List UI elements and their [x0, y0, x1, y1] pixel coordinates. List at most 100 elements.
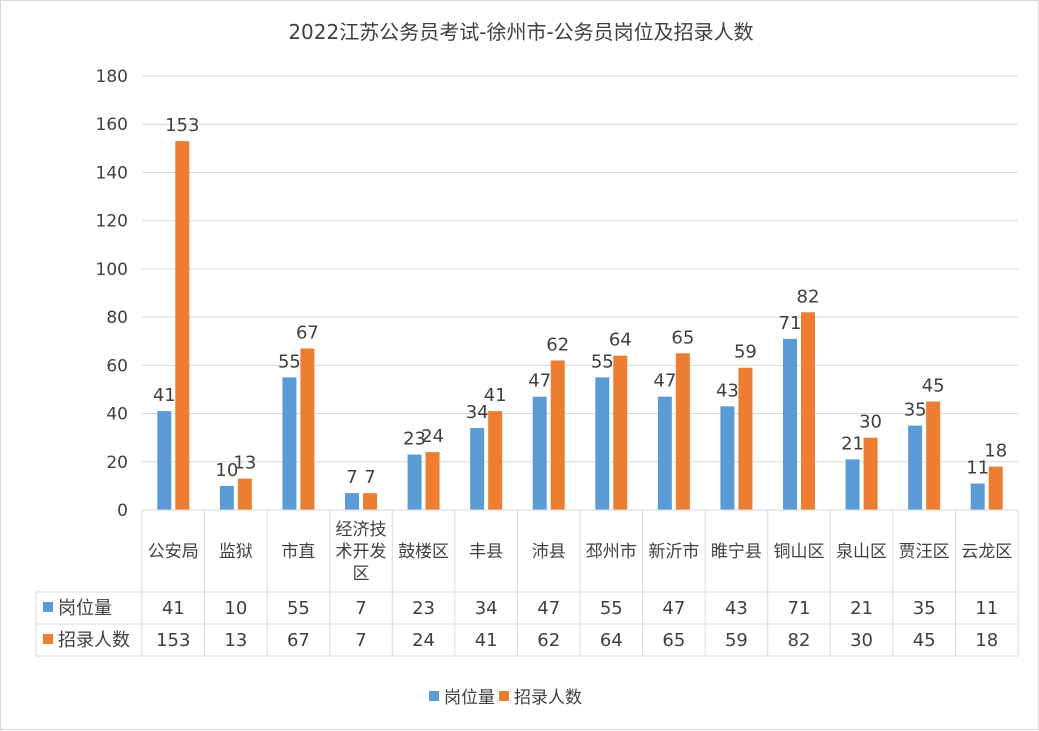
category-label: 睢宁县	[711, 542, 762, 562]
data-label: 62	[546, 335, 569, 356]
legend-label: 岗位量	[444, 688, 495, 708]
legend: 岗位量 招录人数	[429, 688, 582, 708]
bar-positions	[470, 428, 485, 510]
y-tick-label: 40	[106, 405, 128, 425]
data-label: 55	[591, 351, 614, 372]
y-tick-label: 100	[96, 260, 128, 280]
bar-positions	[282, 377, 297, 510]
table-cell: 7	[355, 630, 366, 651]
bar-positions	[407, 454, 422, 510]
y-tick-label: 80	[106, 308, 128, 328]
y-tick-label: 0	[117, 501, 128, 521]
data-label: 7	[346, 467, 357, 488]
data-label: 47	[528, 371, 551, 392]
bar-recruits	[488, 411, 503, 510]
table-cell: 18	[975, 630, 998, 651]
data-label: 24	[421, 426, 444, 447]
data-label: 34	[466, 402, 489, 423]
table-legend-key	[43, 602, 53, 612]
data-label: 153	[165, 115, 199, 136]
bar-recruits	[363, 493, 377, 510]
category-label: 丰县	[469, 542, 503, 562]
y-tick-label: 20	[106, 453, 128, 473]
table-cell: 34	[475, 598, 498, 619]
bar-recruits	[175, 141, 190, 510]
data-label: 13	[233, 453, 256, 474]
table-cell: 64	[600, 630, 623, 651]
bar-positions	[532, 396, 547, 510]
table-cell: 153	[156, 630, 190, 651]
bar-positions	[845, 459, 860, 510]
category-label: 经济技	[336, 520, 387, 540]
data-label: 43	[716, 380, 739, 401]
table-cell: 30	[850, 630, 873, 651]
category-label: 铜山区	[774, 542, 825, 562]
data-label: 59	[734, 342, 757, 363]
bar-recruits	[237, 478, 252, 510]
bar-positions	[720, 406, 735, 510]
table-cell: 23	[412, 598, 435, 619]
table-cell: 65	[662, 630, 685, 651]
data-label: 11	[966, 457, 989, 478]
bar-recruits	[300, 348, 315, 510]
bar-recruits	[926, 401, 941, 510]
bar-positions	[783, 338, 797, 510]
y-tick-label: 60	[106, 356, 128, 376]
table-cell: 62	[537, 630, 560, 651]
table-cell: 67	[287, 630, 310, 651]
bar-positions	[157, 411, 172, 510]
data-label: 82	[797, 286, 820, 307]
data-label: 10	[215, 460, 238, 481]
table-cell: 43	[725, 598, 748, 619]
category-label: 邳州市	[586, 542, 637, 562]
category-label: 区	[353, 564, 370, 584]
bars	[157, 141, 1003, 510]
bar-recruits	[738, 367, 753, 510]
table-cell: 55	[287, 598, 310, 619]
category-label: 公安局	[148, 542, 199, 562]
data-labels: 41 10 55 7 23 34 47 55 47 43 71 21 35 11 153 13 67 7 24 41 6…	[153, 115, 1007, 488]
y-tick-label: 140	[96, 163, 128, 183]
table-cell: 71	[788, 598, 811, 619]
chart-title: 2022江苏公务员考试-徐州市-公务员岗位及招录人数	[288, 20, 753, 44]
data-label: 71	[779, 313, 802, 334]
data-label: 41	[484, 385, 507, 406]
data-label: 18	[984, 441, 1007, 462]
table-cell: 21	[850, 598, 873, 619]
category-label: 贾汪区	[899, 542, 950, 562]
table-cell: 55	[600, 598, 623, 619]
gridlines	[142, 75, 1018, 511]
table-cell: 11	[975, 598, 998, 619]
legend-key	[429, 691, 439, 701]
y-tick-label: 160	[96, 115, 128, 135]
data-label: 47	[653, 371, 676, 392]
category-label: 泉山区	[836, 542, 887, 562]
table-cell: 45	[913, 630, 936, 651]
bar-recruits	[550, 360, 565, 510]
data-label: 23	[403, 429, 426, 450]
data-label: 30	[859, 412, 882, 433]
bar-positions	[219, 485, 234, 510]
table-cell: 24	[412, 630, 435, 651]
bar-recruits	[425, 452, 440, 510]
category-label: 鼓楼区	[398, 542, 449, 562]
table-cell: 47	[537, 598, 560, 619]
bar-recruits	[988, 466, 1003, 510]
table-cell: 13	[224, 630, 247, 651]
data-label: 21	[841, 433, 864, 454]
table-row-label: 招录人数	[58, 630, 130, 651]
table-legend-key	[43, 634, 53, 644]
category-label: 沛县	[532, 542, 566, 562]
table-cell: 41	[475, 630, 498, 651]
table-cell: 41	[162, 598, 185, 619]
bar-recruits	[613, 355, 628, 510]
category-label: 市直	[281, 542, 315, 562]
data-label: 55	[278, 351, 301, 372]
category-label: 监狱	[219, 542, 253, 562]
y-tick-label: 180	[96, 67, 128, 87]
table-cell: 35	[913, 598, 936, 619]
bar-positions	[345, 493, 359, 510]
legend-key	[499, 691, 509, 701]
table-cell: 47	[662, 598, 685, 619]
